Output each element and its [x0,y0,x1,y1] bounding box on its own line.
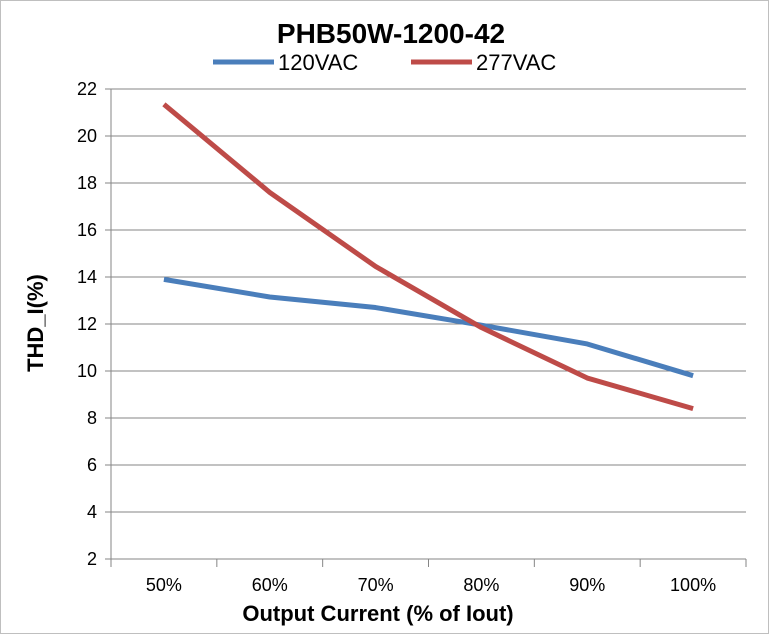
y-tick-label: 2 [87,549,97,569]
y-tick-label: 16 [77,220,97,240]
x-tick-label: 100% [670,575,716,595]
y-tick-label: 8 [87,408,97,428]
series-line-120vac [163,276,694,379]
x-axis-title: Output Current (% of Iout) [242,601,513,626]
x-tick-label: 60% [252,575,288,595]
y-tick-label: 18 [77,173,97,193]
y-tick-label: 4 [87,502,97,522]
series-lines [162,102,694,412]
y-tick-label: 10 [77,361,97,381]
y-tick-label: 14 [77,267,97,287]
y-tick-label: 22 [77,79,97,99]
y-tick-label: 6 [87,455,97,475]
gridlines [111,88,746,513]
chart-title: PHB50W-1200-42 [277,18,505,49]
x-tick-label: 70% [358,575,394,595]
x-tick-label: 90% [569,575,605,595]
legend-label-277vac: 277VAC [476,50,556,75]
legend-label-120vac: 120VAC [278,50,358,75]
series-line-277vac [162,102,694,412]
y-tick-label: 12 [77,314,97,334]
legend: 120VAC 277VAC [213,50,556,75]
x-tick-label: 80% [463,575,499,595]
y-axis-title: THD_I(%) [23,274,48,372]
x-tick-label: 50% [146,575,182,595]
axes: 2 4 6 8 10 12 14 16 18 20 22 50% 60% 70% 80% 90% 100% [77,79,747,595]
y-tick-label: 20 [77,126,97,146]
